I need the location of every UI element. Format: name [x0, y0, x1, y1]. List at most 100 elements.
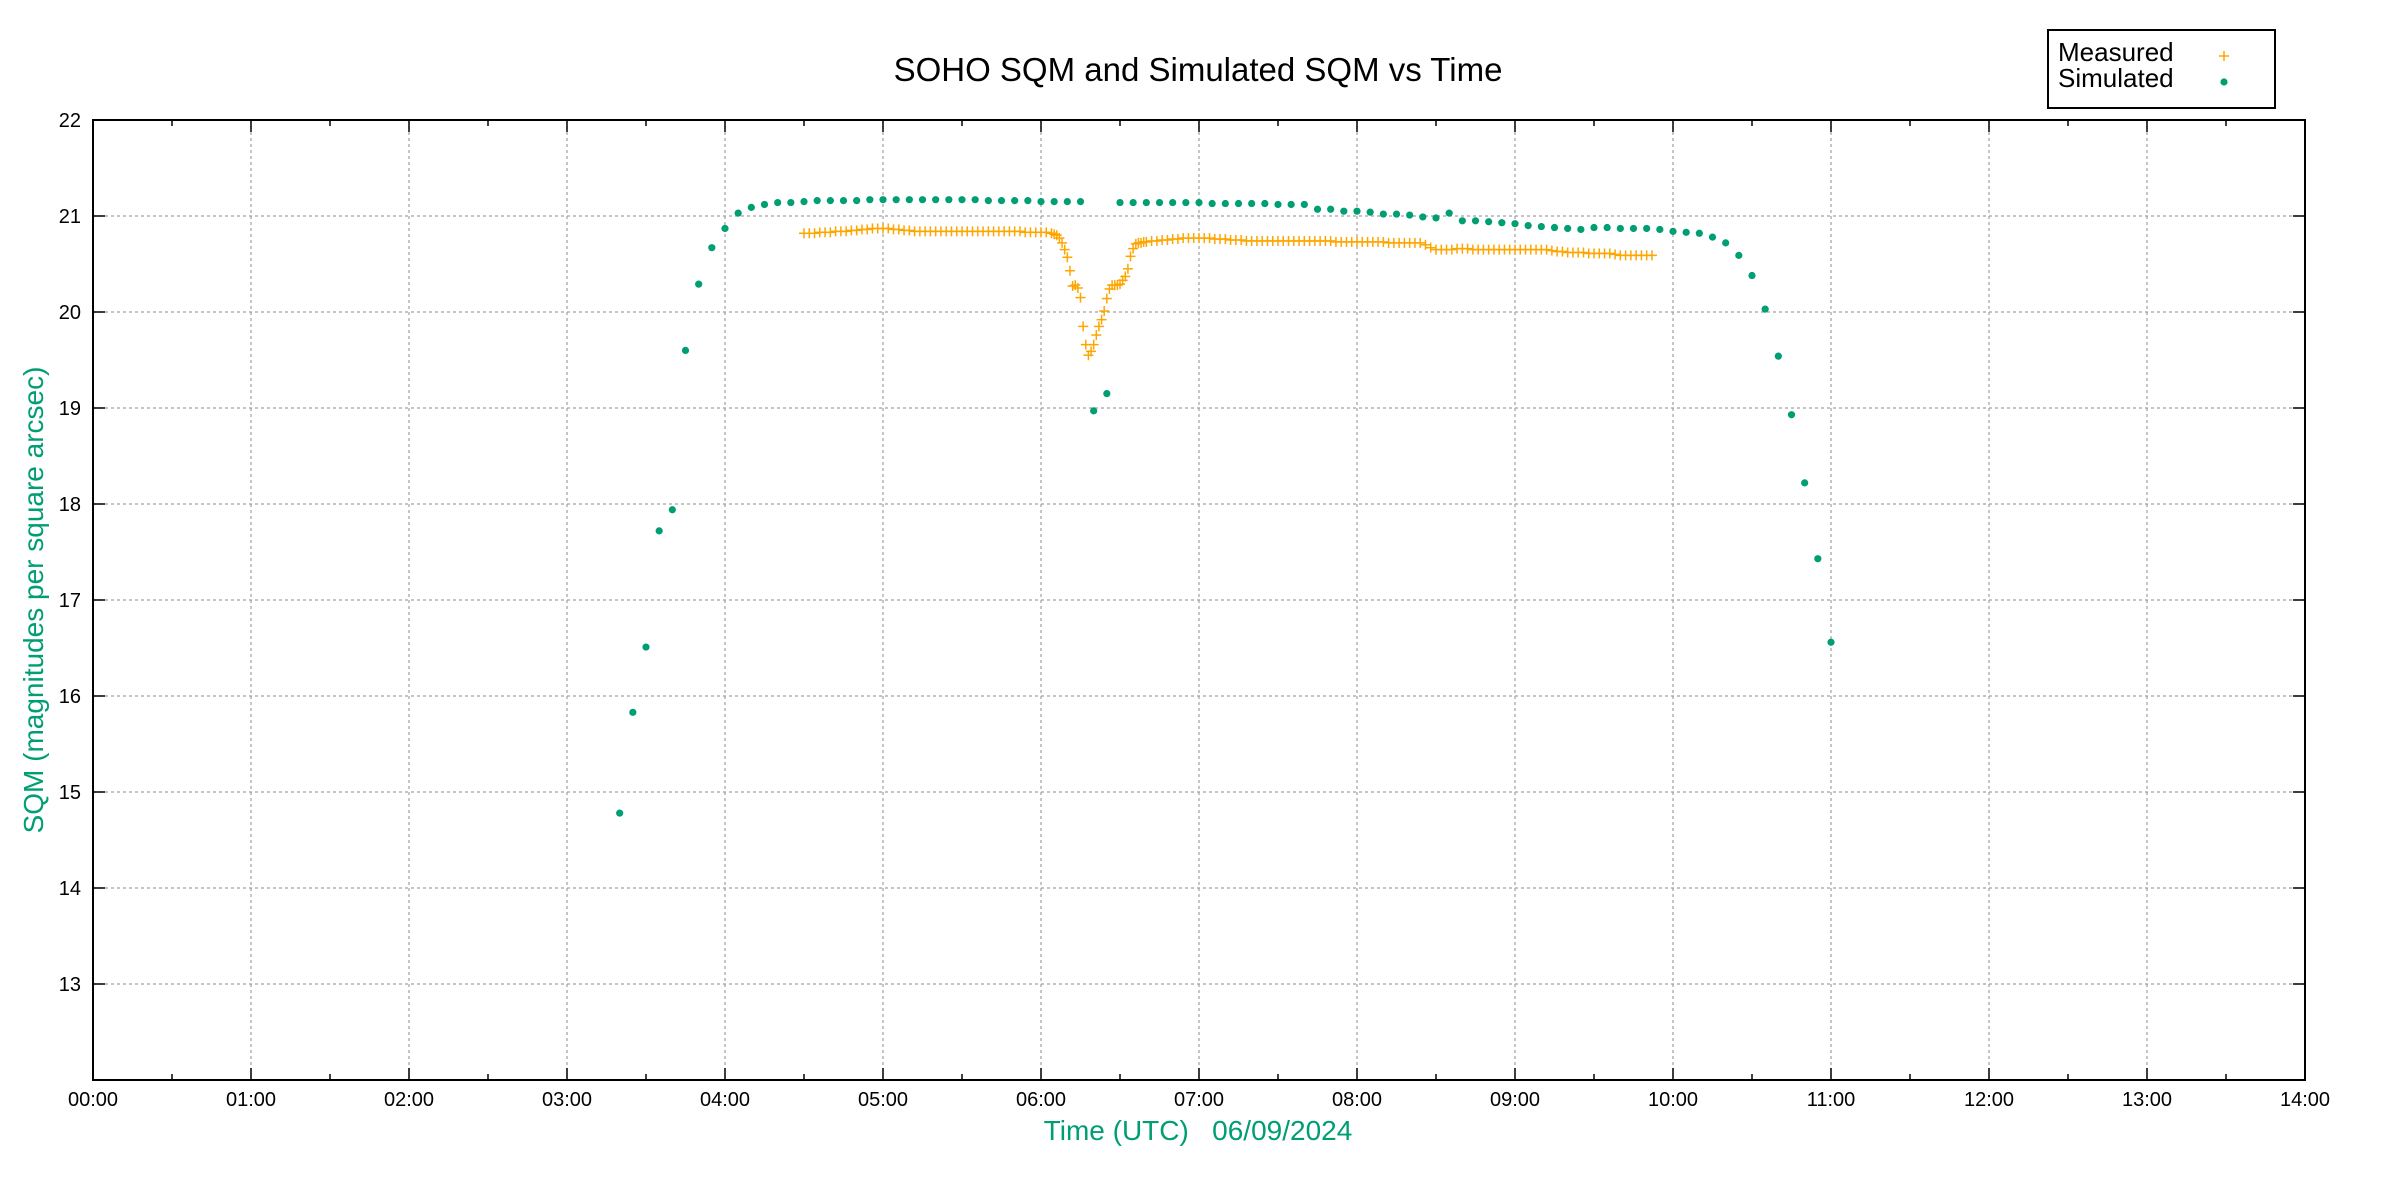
simulated-point	[721, 224, 729, 233]
simulated-point	[839, 197, 848, 205]
simulated-point	[1419, 213, 1427, 221]
simulated-point	[1616, 224, 1624, 233]
measured-point	[1141, 236, 1152, 247]
measured-point	[1046, 228, 1057, 239]
simulated-point	[813, 197, 821, 205]
x-tick-label: 13:00	[2122, 1089, 2172, 1111]
measured-point	[1446, 244, 1457, 255]
simulated-point	[1564, 224, 1572, 233]
simulated-point	[668, 506, 676, 514]
simulated-point	[629, 708, 637, 716]
measured-point	[883, 223, 894, 234]
simulated-point	[971, 196, 979, 204]
simulated-point	[1340, 207, 1348, 215]
simulated-point	[655, 527, 663, 535]
legend-marker-measured	[2219, 51, 2229, 61]
simulated-point	[1722, 239, 1730, 247]
y-tick-label: 17	[59, 590, 81, 612]
simulated-point	[734, 209, 742, 217]
simulated-point	[1629, 224, 1638, 233]
measured-point	[809, 228, 820, 239]
measured-point	[1075, 292, 1086, 303]
simulated-point	[1603, 223, 1611, 232]
simulated-point	[1037, 198, 1045, 206]
simulated-point	[1577, 225, 1585, 234]
simulated-point	[1379, 210, 1387, 218]
measured-point	[1078, 321, 1089, 332]
legend-box	[2047, 29, 2276, 109]
x-axis-label: Time (UTC) 06/09/2024	[1044, 1115, 1353, 1146]
legend-label-measured: Measured	[2058, 37, 2174, 67]
simulated-point	[1550, 223, 1559, 232]
simulated-point	[616, 809, 624, 817]
measured-point	[1062, 252, 1073, 263]
simulated-point	[1327, 205, 1335, 213]
simulated-point	[787, 198, 795, 207]
y-tick-label: 21	[59, 206, 81, 228]
simulated-point	[708, 244, 716, 252]
measured-point	[1093, 321, 1104, 332]
simulated-point	[1735, 251, 1743, 259]
simulated-point	[1392, 210, 1401, 218]
x-tick-label: 01:00	[226, 1089, 276, 1111]
measured-point	[893, 224, 904, 235]
simulated-point	[1155, 198, 1164, 207]
x-tick-label: 05:00	[858, 1089, 908, 1111]
simulated-point	[1129, 198, 1137, 207]
simulated-point	[1103, 390, 1111, 398]
simulated-point	[642, 643, 650, 651]
simulated-point	[997, 197, 1006, 205]
simulated-point	[1801, 479, 1809, 487]
simulated-point	[1524, 222, 1532, 230]
simulated-point	[905, 196, 913, 204]
simulated-point	[932, 196, 940, 204]
measured-point	[1057, 237, 1068, 248]
x-tick-label: 06:00	[1016, 1089, 1066, 1111]
simulated-point	[1445, 209, 1453, 217]
simulated-point	[1471, 217, 1480, 225]
measured-point	[1162, 235, 1173, 245]
simulated-point	[1787, 411, 1796, 419]
simulated-point	[853, 197, 861, 205]
measured-point	[1067, 281, 1078, 292]
y-tick-label: 14	[59, 878, 81, 900]
measured-point	[1101, 293, 1112, 304]
simulated-point	[1063, 198, 1071, 206]
measured-point	[1014, 226, 1025, 237]
simulated-point	[800, 198, 808, 206]
plot-border	[92, 119, 2306, 1081]
x-tick-label: 14:00	[2280, 1089, 2330, 1111]
simulated-point	[1682, 228, 1690, 236]
measured-point	[841, 226, 852, 237]
simulated-point	[958, 196, 966, 204]
measured-point	[1462, 243, 1473, 254]
simulated-point	[1590, 223, 1598, 232]
y-tick-label: 18	[59, 494, 81, 516]
simulated-point	[1656, 225, 1664, 234]
measured-point	[1088, 339, 1099, 350]
simulated-point	[1287, 200, 1295, 209]
simulated-point	[1261, 199, 1269, 208]
simulated-point	[1458, 217, 1466, 225]
legend: Measured Simulated	[2047, 29, 2276, 109]
x-tick-label: 08:00	[1332, 1089, 1382, 1111]
simulated-point	[1353, 207, 1361, 215]
y-tick-label: 15	[59, 782, 81, 804]
measured-point	[1415, 237, 1426, 248]
measured-point	[1604, 248, 1615, 259]
measured-point	[1610, 249, 1621, 260]
measured-point	[1541, 244, 1552, 255]
measured-point	[1125, 251, 1136, 262]
chart-title: SOHO SQM and Simulated SQM vs Time	[894, 51, 1503, 88]
data-marks	[616, 196, 1835, 817]
simulated-point	[1498, 219, 1506, 227]
simulated-point	[1274, 200, 1282, 209]
simulated-point	[892, 196, 900, 204]
simulated-point	[1708, 233, 1717, 241]
simulated-point	[1761, 305, 1769, 313]
simulated-point	[1774, 352, 1782, 360]
simulated-point	[774, 198, 782, 207]
measured-point	[1128, 243, 1139, 254]
simulated-point	[826, 197, 834, 205]
